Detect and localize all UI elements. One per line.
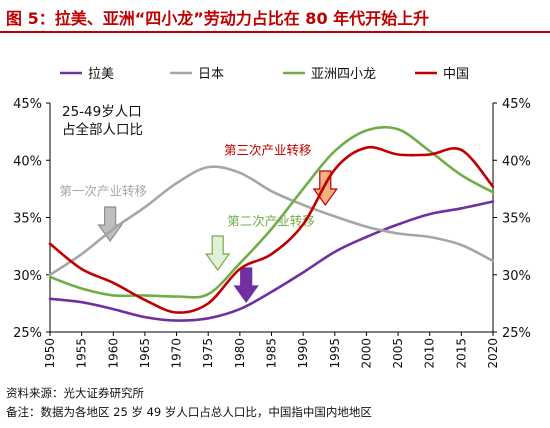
x-tick-label: 2005 <box>391 338 405 369</box>
x-tick-label: 1980 <box>233 338 247 369</box>
annotation-second-transfer: 第二次产业转移 <box>227 214 315 229</box>
series-lines <box>48 125 495 322</box>
title-bar: 图 5：拉美、亚洲“四小龙”劳动力占比在 80 年代开始上升 <box>0 0 550 30</box>
series-line-latam <box>48 200 495 322</box>
x-tick-label: 1970 <box>170 338 184 369</box>
series-line-japan <box>48 165 495 277</box>
title-divider <box>0 31 550 33</box>
annotation-first-transfer: 第一次产业转移 <box>59 184 147 199</box>
chart-subtitle: 25-49岁人口 <box>62 104 142 120</box>
x-tick-label: 1950 <box>43 338 57 369</box>
x-tick-label: 1995 <box>328 338 342 369</box>
chart-axes: 25% 25% 30% 30% 35% 35% 40% 40% 45% 45% 1950 1955 19… <box>13 97 531 369</box>
x-tick-label: 1965 <box>138 338 152 369</box>
figure-title: 图 5：拉美、亚洲“四小龙”劳动力占比在 80 年代开始上升 <box>6 9 430 28</box>
legend-label-latam: 拉美 <box>88 67 114 82</box>
y-tick-label-left: 25% <box>13 326 42 341</box>
x-tick-label: 2020 <box>486 338 500 369</box>
x-tick-label: 1975 <box>201 338 215 369</box>
y-tick-label-right: 25% <box>502 326 531 341</box>
legend-label-asian-tigers: 亚洲四小龙 <box>311 67 376 82</box>
x-tick-label: 1985 <box>265 338 279 369</box>
x-tick-label: 2000 <box>359 338 373 369</box>
y-tick-label-left: 30% <box>13 269 42 284</box>
legend-label-china: 中国 <box>443 67 469 82</box>
chart-legend: 拉美 日本 亚洲四小龙 中国 <box>60 67 469 82</box>
y-tick-label-right: 35% <box>502 212 531 227</box>
chart-subtitle: 占全部人口比 <box>62 121 143 138</box>
arrow-second-transfer-latam <box>233 267 259 304</box>
y-tick-label-right: 30% <box>502 269 531 284</box>
y-tick-label-left: 45% <box>13 97 42 112</box>
x-tick-label: 2015 <box>454 338 468 369</box>
x-tick-label: 1955 <box>75 338 89 369</box>
series-line-asian-tigers <box>48 125 495 299</box>
y-tick-label-right: 40% <box>502 154 531 169</box>
arrow-first-transfer <box>97 206 123 243</box>
source-note: 资料来源：光大证券研究所 <box>6 386 144 400</box>
x-tick-label: 1960 <box>106 338 120 369</box>
footnote: 备注：数据为各地区 25 岁 49 岁人口占总人口比，中国指中国内地地区 <box>6 405 372 419</box>
annotation-third-transfer: 第三次产业转移 <box>224 143 312 158</box>
x-tick-label: 2010 <box>423 338 437 369</box>
legend-label-japan: 日本 <box>198 67 224 82</box>
x-tick-label: 1990 <box>296 338 310 369</box>
y-tick-label-left: 35% <box>13 212 42 227</box>
series-line-china <box>48 145 495 314</box>
y-tick-label-left: 40% <box>13 154 42 169</box>
y-tick-label-right: 45% <box>502 97 531 112</box>
arrow-second-transfer <box>205 235 231 272</box>
